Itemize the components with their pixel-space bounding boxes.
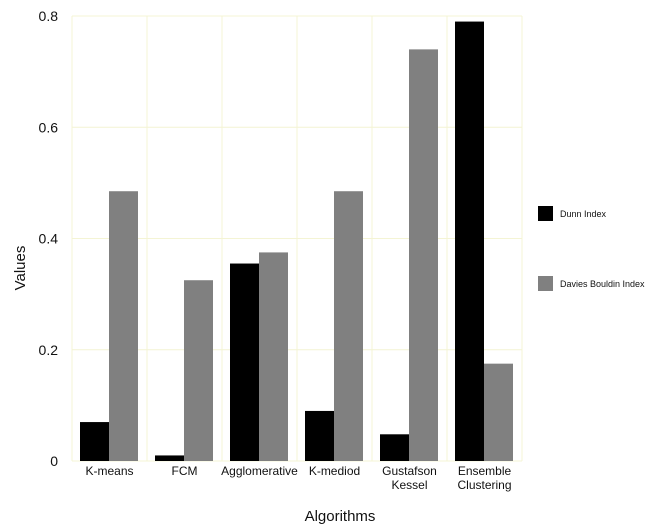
bar-davies-bouldin-index: [109, 191, 138, 461]
bar-davies-bouldin-index: [409, 49, 438, 461]
y-tick-label: 0.8: [39, 8, 59, 24]
legend-swatch: [538, 276, 553, 291]
bar-dunn-index: [230, 264, 259, 461]
bar-davies-bouldin-index: [259, 252, 288, 461]
bar-dunn-index: [305, 411, 334, 461]
legend: Dunn Index Davies Bouldin Index: [538, 206, 645, 291]
y-tick-label: 0: [50, 453, 58, 469]
y-tick-label: 0.6: [39, 119, 59, 135]
y-tick-label: 0.4: [39, 231, 59, 247]
y-tick-label: 0.2: [39, 342, 59, 358]
x-tick-label: K-mediod: [309, 464, 360, 478]
y-axis-title: Values: [12, 246, 29, 291]
grid-lines: [72, 16, 522, 461]
legend-label: Davies Bouldin Index: [560, 279, 645, 289]
bar-dunn-index: [155, 455, 184, 461]
legend-label: Dunn Index: [560, 209, 607, 219]
x-axis-title: Algorithms: [305, 508, 376, 525]
x-tick-label: Ensemble Clustering: [457, 464, 511, 492]
bar-dunn-index: [455, 22, 484, 461]
x-tick-label: Agglomerative: [221, 464, 298, 478]
bar-dunn-index: [80, 422, 109, 461]
x-axis-ticks: K-means FCM Agglomerative K-mediod Gustafson…: [85, 464, 511, 492]
bar-davies-bouldin-index: [184, 280, 213, 461]
x-tick-label: K-means: [85, 464, 133, 478]
bar-dunn-index: [380, 434, 409, 461]
legend-swatch: [538, 206, 553, 221]
bar-davies-bouldin-index: [334, 191, 363, 461]
x-tick-label: FCM: [172, 464, 198, 478]
bar-davies-bouldin-index: [484, 364, 513, 461]
x-tick-label: Gustafson Kessel: [382, 464, 437, 492]
y-axis-ticks: 0 0.2 0.4 0.6 0.8: [39, 8, 59, 469]
